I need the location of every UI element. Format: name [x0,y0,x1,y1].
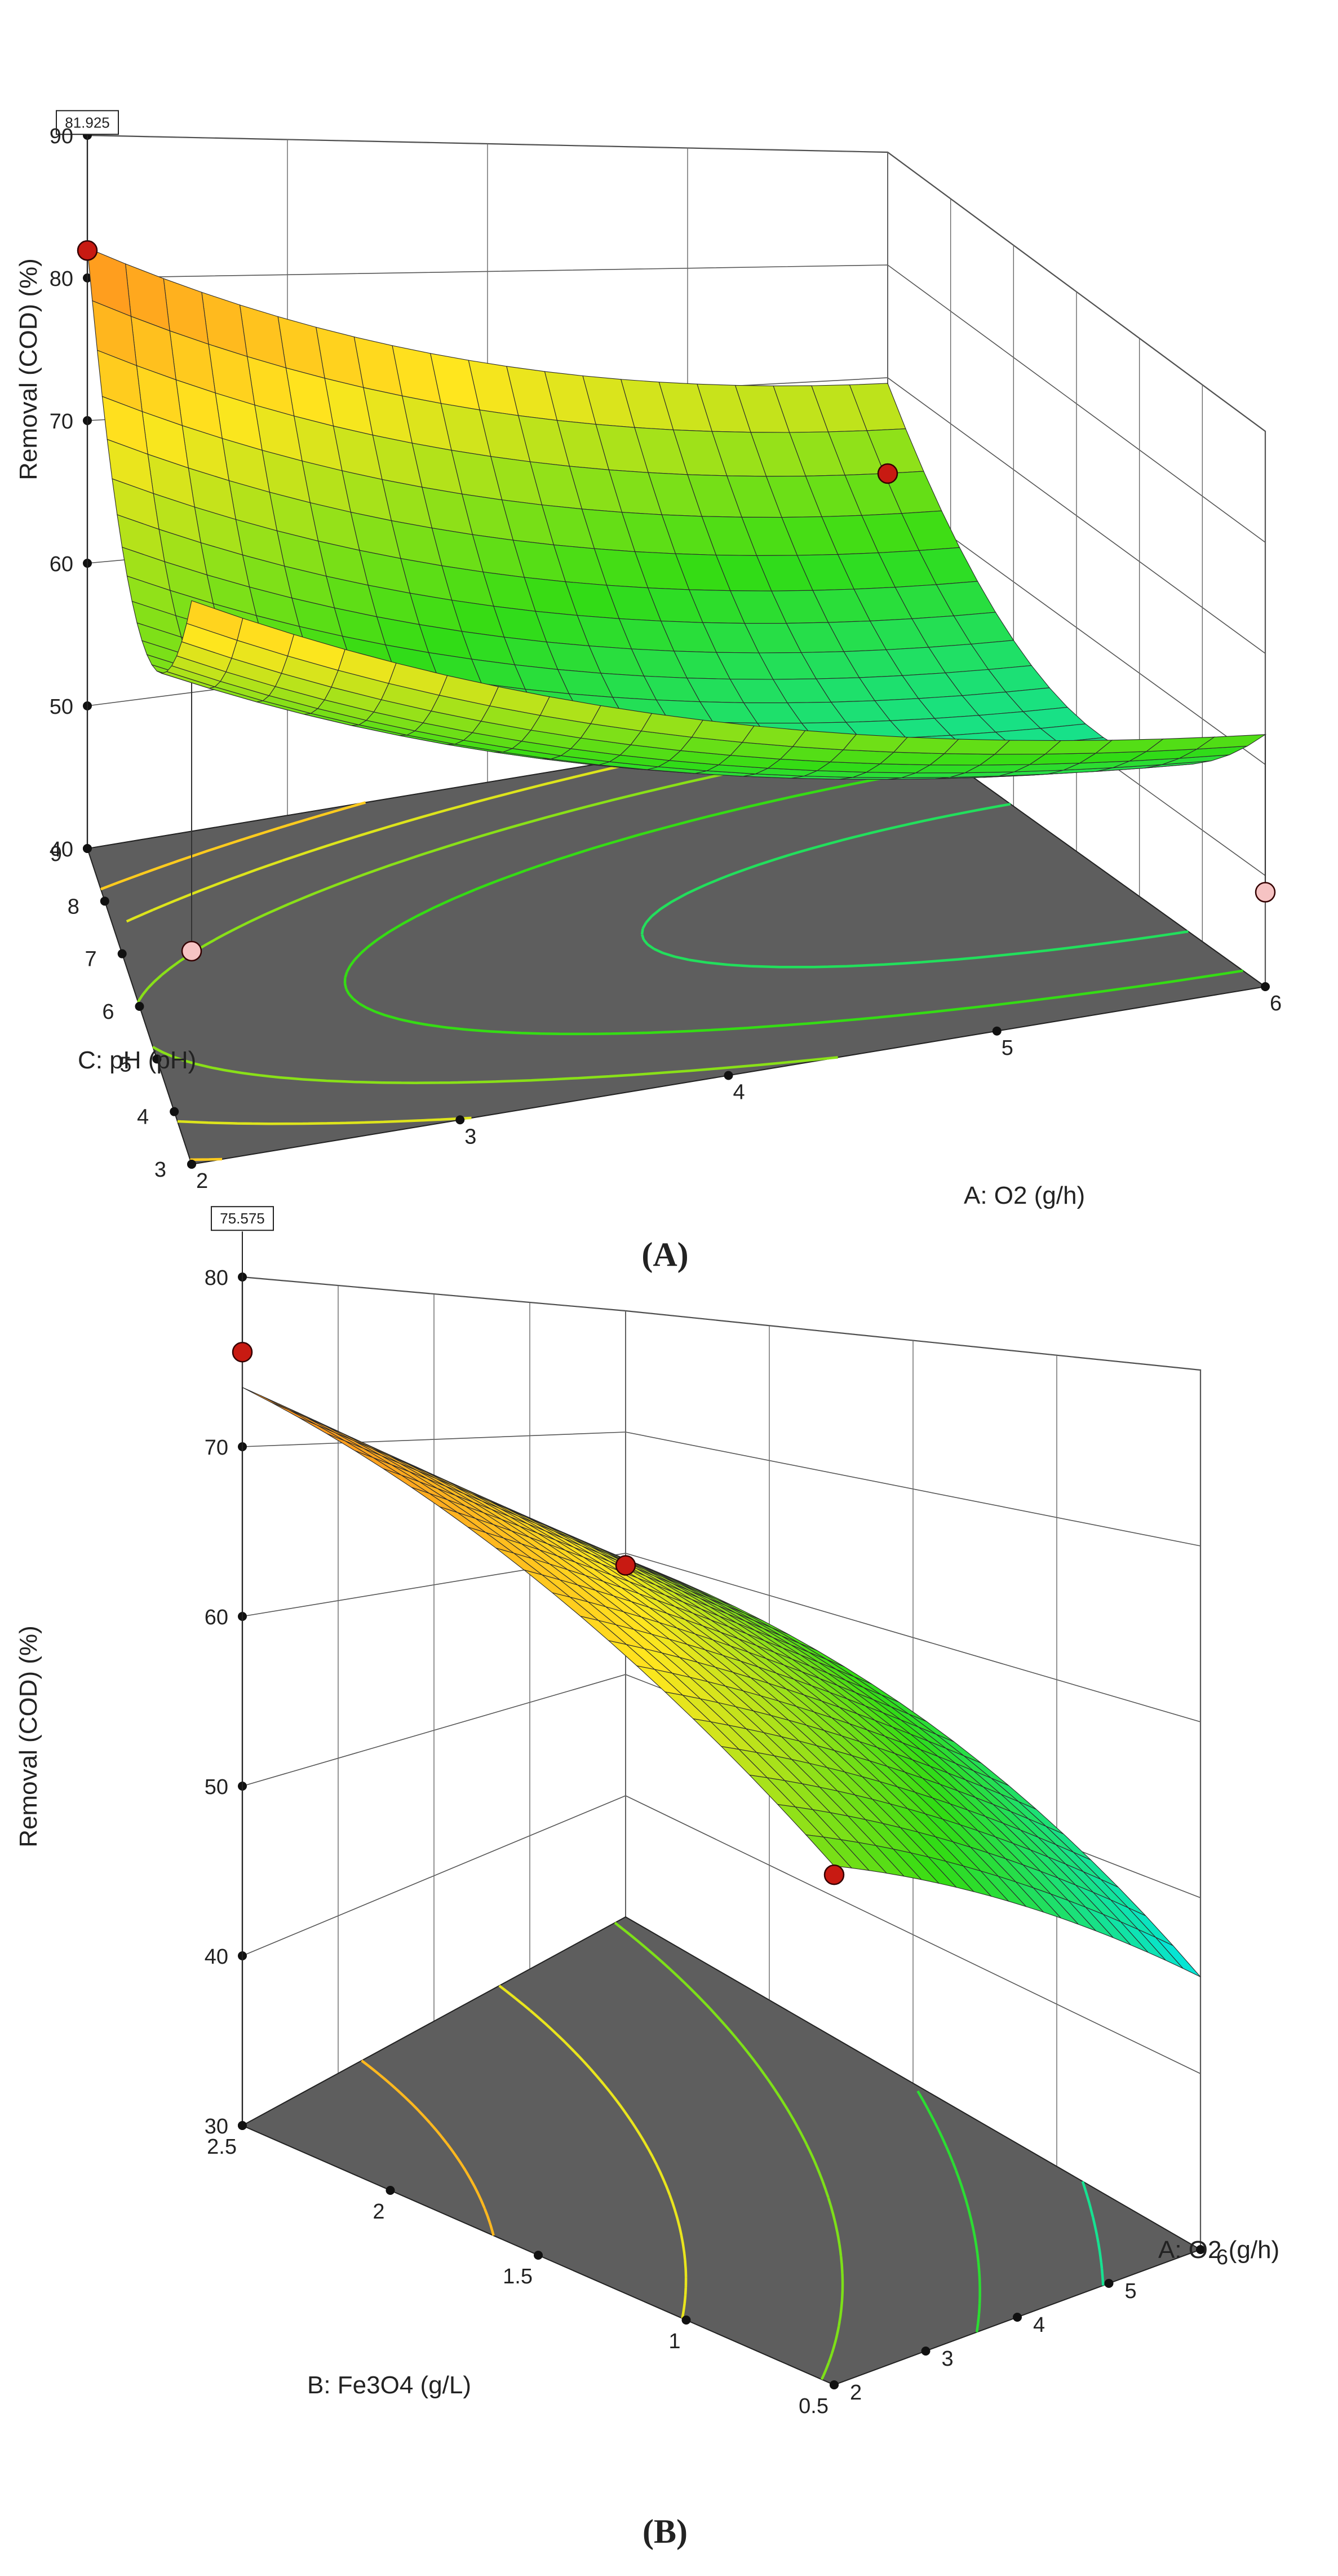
x-tick-label: 4 [733,1081,745,1104]
x-axis-label: A: O2 (g/h) [964,1182,1085,1209]
y-tick-label: 1.5 [503,2265,533,2288]
surface-cell [242,1387,289,1411]
y-tick-mark [100,896,109,906]
y-tick-label: 1 [668,2330,680,2353]
y-tick-mark [170,1107,179,1116]
z-tick-label: 50 [205,1775,228,1799]
x-tick-mark [1104,2279,1114,2288]
design-point-below [1255,882,1276,903]
x-tick-label: 2 [196,1169,208,1193]
z-tick-label: 60 [205,1606,228,1629]
x-tick-label: 6 [1216,2246,1228,2269]
y-tick-label: 4 [137,1106,149,1129]
y-tick-mark [238,2121,247,2130]
contour-line [343,763,1243,1036]
x-tick-label: 2 [850,2381,862,2405]
z-axis-label: Removal (COD) (%) [15,258,42,480]
z-axis-label: Removal (COD) (%) [15,1625,42,1848]
x-tick-label: 5 [1002,1036,1013,1060]
y-tick-label: 2 [373,2200,384,2224]
contour-line [498,1985,688,2319]
panel-label-a: (A) [641,1236,688,1273]
callout-value: 81.925 [65,114,110,131]
surface-cell [316,1424,364,1449]
x-tick-mark [455,1115,465,1125]
y-tick-mark [117,949,127,958]
surface-cell [270,1402,317,1426]
y-tick-label: 3 [154,1158,166,1182]
z-tick-label: 90 [50,125,73,148]
surface-cell [805,1834,853,1869]
contour-line [640,802,1189,969]
y-tick-mark [534,2251,543,2260]
floor-plane [86,715,1267,1165]
x-tick-label: 3 [464,1125,476,1148]
contour-line [361,2060,495,2236]
y-tick-label: 2.5 [207,2135,237,2159]
y-tick-label: 9 [50,842,62,866]
design-point-below [181,940,202,962]
y-tick-label: 7 [85,948,97,971]
y-tick-mark [135,1002,144,1011]
z-tick-label: 50 [50,695,73,719]
callout-value: 75.575 [220,1210,265,1227]
x-tick-label: 4 [1033,2313,1045,2337]
x-tick-mark [992,1026,1002,1036]
surface-plot-b: 75.575 Removal (COD) (%) B: Fe3O4 (g/L) … [15,1206,1279,2550]
x-tick-label: 5 [1125,2279,1137,2303]
z-tick-label: 70 [205,1436,228,1460]
z-tick-label: 60 [50,553,73,576]
panel-label-b: (B) [643,2513,688,2550]
y-tick-mark [83,844,92,853]
y-tick-mark [681,2316,691,2325]
z-tick-label: 70 [50,410,73,434]
z-tick-label: 40 [50,838,73,861]
design-point-above [877,463,898,484]
y-tick-mark [152,1054,162,1064]
contour-line [916,2090,981,2332]
y-tick-mark [386,2186,395,2195]
y-tick-label: 0.5 [799,2394,829,2418]
y-axis-label: B: Fe3O4 (g/L) [307,2371,471,2399]
y-tick-label: 5 [119,1053,131,1076]
x-tick-mark [921,2347,931,2356]
x-tick-label: 6 [1270,992,1282,1015]
y-tick-label: 6 [102,1000,114,1024]
x-tick-mark [724,1071,733,1080]
z-tick-label: 80 [205,1266,228,1290]
callout-box [211,1206,274,1231]
y-tick-label: 8 [68,895,79,918]
surface-plot-a: 81.925 Removal (COD) (%) C: pH (pH) A: O… [15,110,1282,1273]
contour-line [614,1921,844,2380]
design-point-above [615,1555,636,1576]
z-tick-label: 30 [205,2115,228,2138]
y-axis-label: C: pH (pH) [78,1046,196,1074]
surface-cell [186,600,243,641]
contour-line [100,801,366,1161]
x-tick-mark [1013,2313,1022,2322]
x-tick-label: 3 [942,2347,954,2371]
design-point-above [77,240,98,261]
x-axis-label: A: O2 (g/h) [1158,2236,1279,2264]
contour-line [1081,2181,1105,2286]
x-tick-mark [1196,2245,1205,2254]
design-point-above [232,1341,253,1363]
x-tick-mark [1261,982,1270,991]
z-tick-label: 40 [205,1945,228,1969]
callout-box [56,110,119,135]
design-point-above [823,1864,845,1885]
y-tick-mark [830,2380,839,2389]
z-tick-label: 80 [50,267,73,291]
y-tick-mark [187,1160,196,1169]
floor-plane [241,1916,1202,2386]
